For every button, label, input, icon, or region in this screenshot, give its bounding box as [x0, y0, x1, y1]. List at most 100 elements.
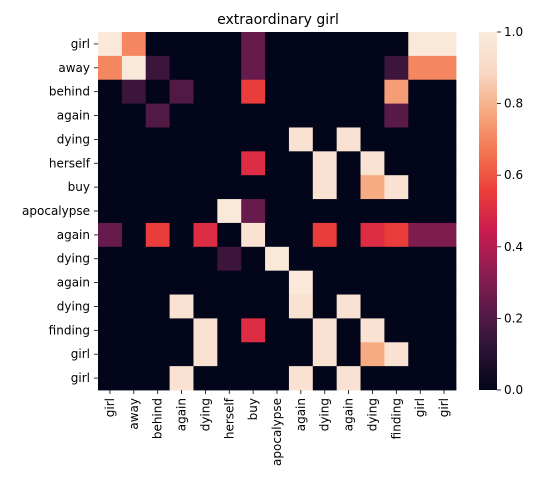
heatmap-cell — [265, 175, 290, 200]
y-tick-label: girl — [71, 371, 90, 385]
heatmap-cell — [98, 103, 123, 128]
heatmap-cell — [217, 199, 242, 224]
x-tick-label: again — [294, 398, 308, 431]
heatmap-cell — [265, 151, 290, 176]
heatmap-cell — [169, 127, 194, 152]
heatmap-cell — [312, 79, 338, 104]
x-tick-label: herself — [222, 397, 236, 439]
colorbar-axis: 0.0 0.2 0.4 0.6 0.8 1.0 — [497, 25, 523, 397]
heatmap-cell — [145, 342, 170, 367]
heatmap-cell — [241, 79, 266, 104]
y-tick-label: again — [57, 228, 90, 242]
heatmap-cell — [432, 270, 457, 295]
y-tick-label: girl — [71, 37, 90, 51]
heatmap-cell — [360, 103, 385, 128]
heatmap-cell — [193, 199, 218, 224]
heatmap-cell — [384, 55, 409, 81]
y-tick-label: herself — [49, 156, 91, 170]
heatmap-cell — [121, 175, 147, 200]
heatmap-cell — [169, 103, 194, 128]
heatmap-cell — [265, 222, 290, 248]
heatmap-cell — [288, 79, 314, 104]
heatmap-cell — [241, 199, 266, 224]
heatmap-cell — [312, 199, 338, 224]
heatmap-cell — [408, 270, 433, 295]
heatmap-cell — [336, 342, 361, 367]
heatmap-cell — [312, 127, 338, 152]
heatmap-cell — [98, 151, 123, 176]
heatmap-cell — [241, 318, 266, 343]
heatmap-cell — [384, 127, 409, 152]
heatmap-cell — [121, 270, 147, 295]
y-tick-label: dying — [57, 132, 90, 146]
heatmap-cell — [169, 318, 194, 343]
heatmap-cell — [169, 199, 194, 224]
heatmap-cell — [169, 175, 194, 200]
heatmap-cell — [384, 294, 409, 319]
heatmap-cell — [98, 79, 123, 104]
heatmap-cell — [336, 79, 361, 104]
heatmap-cell — [360, 175, 385, 200]
heatmap-cell — [98, 175, 123, 200]
colorbar-tick-label: 0.6 — [504, 168, 523, 182]
heatmap-cell — [312, 222, 338, 248]
x-tick-label: girl — [103, 398, 117, 417]
heatmap-cell — [432, 103, 457, 128]
colorbar-tick-label: 0.2 — [504, 311, 523, 325]
heatmap-cell — [384, 222, 409, 248]
heatmap-cell — [241, 151, 266, 176]
heatmap-cell — [336, 32, 361, 57]
heatmap-cell — [241, 342, 266, 367]
colorbar-tick-label: 0.4 — [504, 240, 523, 254]
heatmap-cell — [121, 294, 147, 319]
heatmap-cell — [336, 55, 361, 81]
heatmap-cell — [312, 366, 338, 391]
heatmap-cell — [241, 103, 266, 128]
heatmap-cell — [360, 294, 385, 319]
heatmap-cell — [241, 127, 266, 152]
heatmap-cell — [169, 32, 194, 57]
heatmap-cell — [312, 318, 338, 343]
heatmap-cell — [408, 32, 433, 57]
heatmap-cell — [336, 318, 361, 343]
heatmap-cell — [217, 79, 242, 104]
heatmap-cell — [145, 294, 170, 319]
heatmap-cell — [312, 151, 338, 176]
heatmap-cell — [432, 127, 457, 152]
heatmap-cell — [288, 55, 314, 81]
heatmap-cell — [145, 55, 170, 81]
y-tick-label: away — [58, 61, 90, 75]
heatmap-cell — [193, 342, 218, 367]
heatmap-cell — [360, 79, 385, 104]
heatmap-cell — [432, 151, 457, 176]
heatmap-cell — [408, 127, 433, 152]
heatmap-cell — [312, 175, 338, 200]
heatmap-cell — [288, 199, 314, 224]
heatmap-cell — [384, 151, 409, 176]
x-tick-label: dying — [365, 398, 379, 431]
heatmap-cell — [121, 366, 147, 391]
x-tick-label: dying — [318, 398, 332, 431]
heatmap-cell — [241, 294, 266, 319]
heatmap-cell — [312, 342, 338, 367]
heatmap-cell — [288, 222, 314, 248]
heatmap-cell — [408, 342, 433, 367]
x-tick-label: again — [175, 398, 189, 431]
heatmap-cell — [121, 318, 147, 343]
heatmap-cell — [217, 151, 242, 176]
heatmap-cell — [432, 79, 457, 104]
heatmap-cell — [98, 32, 123, 57]
heatmap-cell — [288, 151, 314, 176]
heatmap-cell — [288, 294, 314, 319]
heatmap-cell — [408, 55, 433, 81]
heatmap-cell — [265, 79, 290, 104]
heatmap-cell — [336, 366, 361, 391]
heatmap-cell — [121, 342, 147, 367]
heatmap-cell — [312, 270, 338, 295]
heatmap-cell — [217, 246, 242, 272]
heatmap-cell — [360, 32, 385, 57]
heatmap-cell — [98, 55, 123, 81]
heatmap-cell — [169, 366, 194, 391]
heatmap-cell — [384, 246, 409, 272]
heatmap-cell — [98, 199, 123, 224]
